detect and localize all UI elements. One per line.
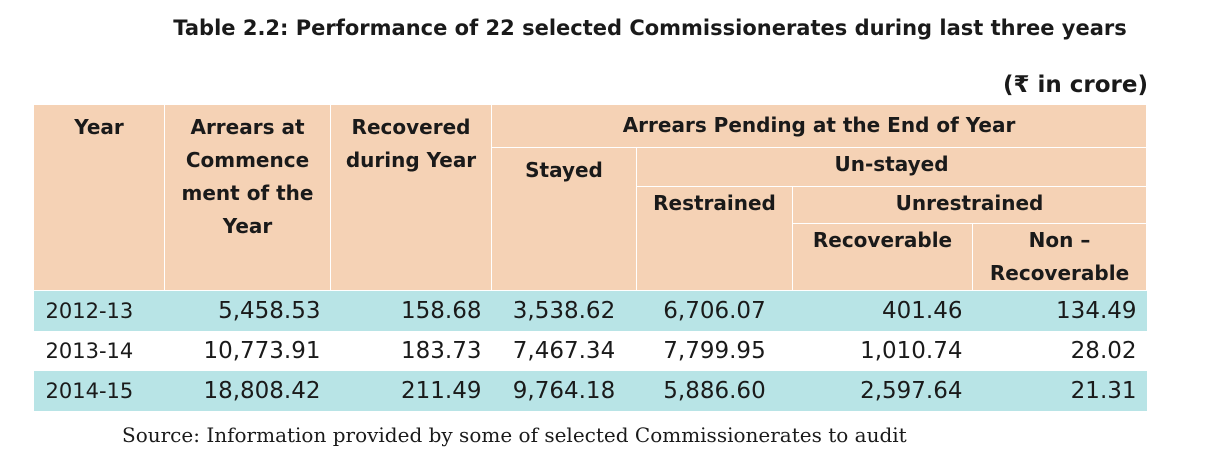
cell-year: 2014-15 — [33, 371, 165, 411]
header-year: Year — [33, 104, 165, 291]
cell-recovered: 211.49 — [330, 371, 492, 411]
cell-stayed: 9,764.18 — [491, 371, 637, 411]
header-arrears-commencement: Arrears at Commence ment of the Year — [164, 104, 331, 291]
cell-non-recoverable: 28.02 — [972, 331, 1147, 371]
cell-restrained: 6,706.07 — [636, 290, 793, 331]
cell-recoverable: 401.46 — [792, 290, 973, 331]
cell-non-recoverable: 21.31 — [972, 371, 1147, 411]
cell-restrained: 5,886.60 — [636, 371, 793, 411]
performance-table: Year Arrears at Commence ment of the Yea… — [33, 104, 1148, 411]
table-row: 2013-14 10,773.91 183.73 7,467.34 7,799.… — [33, 331, 1147, 371]
header-unstayed: Un-stayed — [635, 147, 1148, 187]
unit-label: (₹ in crore) — [1002, 72, 1148, 98]
header-unrestrained: Unrestrained — [791, 186, 1148, 224]
cell-recoverable: 2,597.64 — [792, 371, 973, 411]
cell-restrained: 7,799.95 — [636, 331, 793, 371]
cell-arrears: 18,808.42 — [164, 371, 331, 411]
header-recoverable: Recoverable — [792, 223, 973, 291]
header-stayed: Stayed — [491, 147, 637, 291]
cell-year: 2013-14 — [33, 331, 165, 371]
table-row: 2012-13 5,458.53 158.68 3,538.62 6,706.0… — [33, 290, 1147, 331]
cell-arrears: 10,773.91 — [164, 331, 331, 371]
cell-year: 2012-13 — [33, 290, 165, 331]
header-non-recoverable: Non – Recoverable — [971, 223, 1148, 291]
table-title: Table 2.2: Performance of 22 selected Co… — [173, 16, 1127, 40]
header-restrained: Restrained — [636, 186, 793, 291]
header-pending: Arrears Pending at the End of Year — [490, 104, 1148, 148]
cell-recovered: 158.68 — [330, 290, 492, 331]
header-recovered: Recovered during Year — [330, 104, 492, 291]
cell-stayed: 3,538.62 — [491, 290, 637, 331]
cell-recovered: 183.73 — [330, 331, 492, 371]
cell-non-recoverable: 134.49 — [972, 290, 1147, 331]
source-note: Source: Information provided by some of … — [122, 423, 907, 447]
cell-stayed: 7,467.34 — [491, 331, 637, 371]
table-row: 2014-15 18,808.42 211.49 9,764.18 5,886.… — [33, 371, 1147, 411]
cell-arrears: 5,458.53 — [164, 290, 331, 331]
cell-recoverable: 1,010.74 — [792, 331, 973, 371]
